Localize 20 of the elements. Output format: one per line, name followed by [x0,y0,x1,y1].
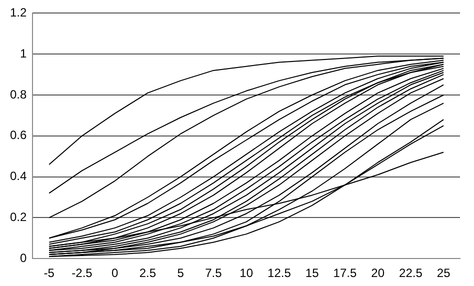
x-tick-label: -2.5 [72,266,93,280]
y-tick-label: 0.8 [10,87,27,102]
y-tick-label: 1.2 [10,6,27,20]
x-tick-label: 2.5 [139,266,156,280]
x-tick-label: 22.5 [399,266,423,280]
x-tick-label: 0 [112,266,119,280]
y-tick-label: 0 [20,250,27,265]
x-tick-label: 12.5 [268,266,292,280]
x-tick-label: 17.5 [333,266,357,280]
x-tick-label: -5 [44,266,55,280]
x-tick-label: 5 [177,266,184,280]
x-tick-label: 10 [240,266,254,280]
y-tick-label: 0.6 [10,128,27,142]
y-tick-label: 1 [20,46,27,60]
y-tick-label: 0.4 [10,169,27,184]
y-tick-label: 0.2 [10,210,27,224]
x-tick-label: 15 [305,266,320,280]
x-tick-label: 20 [371,266,385,280]
x-tick-label: 25 [436,266,451,280]
x-tick-label: 7.5 [205,266,222,280]
